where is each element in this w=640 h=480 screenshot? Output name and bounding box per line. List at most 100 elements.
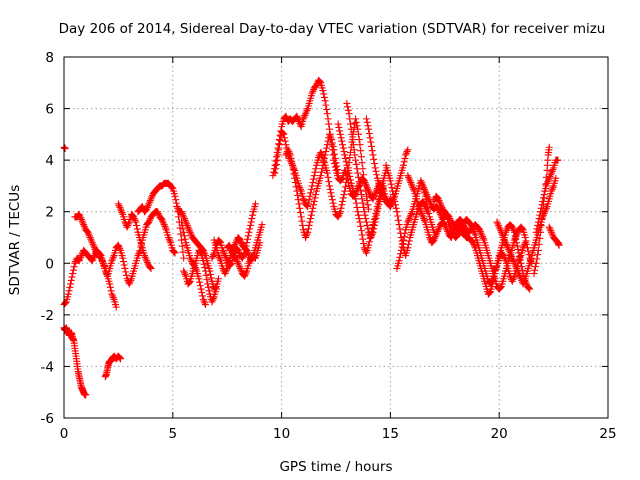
data-point bbox=[513, 264, 521, 272]
data-point-interp bbox=[341, 154, 349, 162]
data-point-interp bbox=[400, 158, 408, 166]
data-point-interp bbox=[509, 256, 517, 264]
data-point-interp bbox=[320, 158, 328, 166]
data-point-interp bbox=[549, 166, 557, 174]
data-point bbox=[539, 197, 547, 205]
data-point-interp bbox=[161, 222, 169, 230]
data-point-interp bbox=[548, 167, 556, 175]
data-point-interp bbox=[272, 157, 280, 165]
data-point-interp bbox=[135, 248, 143, 256]
data-point-interp bbox=[538, 201, 546, 209]
data-point bbox=[130, 213, 138, 221]
data-point-interp bbox=[177, 230, 185, 238]
data-point-interp bbox=[364, 201, 372, 209]
data-point-interp bbox=[209, 296, 217, 304]
data-point bbox=[186, 228, 194, 236]
data-point-interp bbox=[505, 247, 513, 255]
data-point-interp bbox=[424, 194, 432, 202]
data-point bbox=[208, 254, 216, 262]
data-point-interp bbox=[354, 211, 362, 219]
data-point bbox=[502, 239, 510, 247]
data-point bbox=[178, 208, 186, 216]
data-point-interp bbox=[296, 209, 304, 217]
data-point-interp bbox=[324, 173, 332, 181]
data-point-interp bbox=[500, 235, 508, 243]
data-point-interp bbox=[318, 165, 326, 173]
data-point-interp bbox=[116, 203, 124, 211]
data-point bbox=[80, 221, 88, 229]
data-point bbox=[417, 208, 425, 216]
data-point-interp bbox=[326, 185, 334, 193]
data-point-interp bbox=[231, 240, 239, 248]
data-point bbox=[371, 164, 379, 172]
data-point-interp bbox=[531, 266, 539, 274]
data-point-interp bbox=[520, 242, 528, 250]
data-point bbox=[247, 218, 255, 226]
data-point-interp bbox=[328, 139, 336, 147]
data-point bbox=[108, 257, 116, 265]
data-point-interp bbox=[307, 189, 315, 197]
data-point bbox=[141, 252, 149, 260]
data-point-interp bbox=[248, 215, 256, 223]
data-point-interp bbox=[296, 204, 304, 212]
axis-ticks: 0 5 10 15 20 25 -6 -4 -2 0 2 4 6 8 bbox=[41, 50, 617, 442]
data-point-interp bbox=[305, 196, 313, 204]
data-point-interp bbox=[335, 123, 343, 131]
data-point-interp bbox=[127, 276, 135, 284]
data-point-interp bbox=[146, 198, 154, 206]
data-point-interp bbox=[498, 230, 506, 238]
data-point-interp bbox=[354, 173, 362, 181]
data-point-interp bbox=[492, 265, 500, 273]
data-point-interp bbox=[344, 106, 352, 114]
data-point-interp bbox=[323, 105, 331, 113]
data-point bbox=[356, 182, 364, 190]
data-point-interp bbox=[353, 122, 361, 130]
data-point-interp bbox=[298, 217, 306, 225]
data-point-interp bbox=[148, 193, 156, 201]
data-point bbox=[243, 239, 251, 247]
data-point bbox=[88, 257, 96, 265]
data-point-interp bbox=[425, 209, 433, 217]
data-point-interp bbox=[394, 216, 402, 224]
data-point-interp bbox=[90, 253, 98, 261]
data-point-interp bbox=[89, 240, 97, 248]
data-point-interp bbox=[91, 246, 99, 254]
data-point bbox=[554, 156, 562, 164]
data-point-interp bbox=[434, 227, 442, 235]
data-point bbox=[358, 159, 366, 167]
data-point-interp bbox=[435, 224, 443, 232]
data-point-interp bbox=[180, 232, 188, 240]
data-point-interp bbox=[109, 294, 117, 302]
data-point bbox=[117, 205, 125, 213]
data-point-interp bbox=[511, 261, 519, 269]
data-point-interp bbox=[433, 229, 441, 237]
data-point-interp bbox=[446, 222, 454, 230]
data-point bbox=[288, 161, 296, 169]
data-point-interp bbox=[357, 222, 365, 230]
data-point-interp bbox=[347, 148, 355, 156]
data-point-interp bbox=[416, 206, 424, 214]
data-point-interp bbox=[518, 225, 526, 233]
data-point-interp bbox=[516, 271, 524, 279]
data-point-interp bbox=[355, 136, 363, 144]
x-tick-label: 15 bbox=[382, 426, 399, 442]
data-point bbox=[343, 99, 351, 107]
data-point-interp bbox=[403, 148, 411, 156]
data-point bbox=[241, 272, 249, 280]
data-point-interp bbox=[373, 211, 381, 219]
data-point-interp bbox=[78, 217, 86, 225]
data-point bbox=[354, 169, 362, 177]
data-point bbox=[117, 355, 125, 363]
data-point-interp bbox=[209, 251, 217, 259]
data-point bbox=[339, 197, 347, 205]
y-axis-label: SDTVAR / TECUs bbox=[7, 185, 23, 295]
data-point-interp bbox=[185, 278, 193, 286]
data-point-interp bbox=[178, 209, 186, 217]
data-point bbox=[545, 174, 553, 182]
data-point bbox=[97, 254, 105, 262]
data-point-interp bbox=[511, 232, 519, 240]
data-point bbox=[234, 259, 242, 267]
data-point-interp bbox=[70, 263, 78, 271]
data-point-interp bbox=[181, 270, 189, 278]
data-point bbox=[360, 177, 368, 185]
